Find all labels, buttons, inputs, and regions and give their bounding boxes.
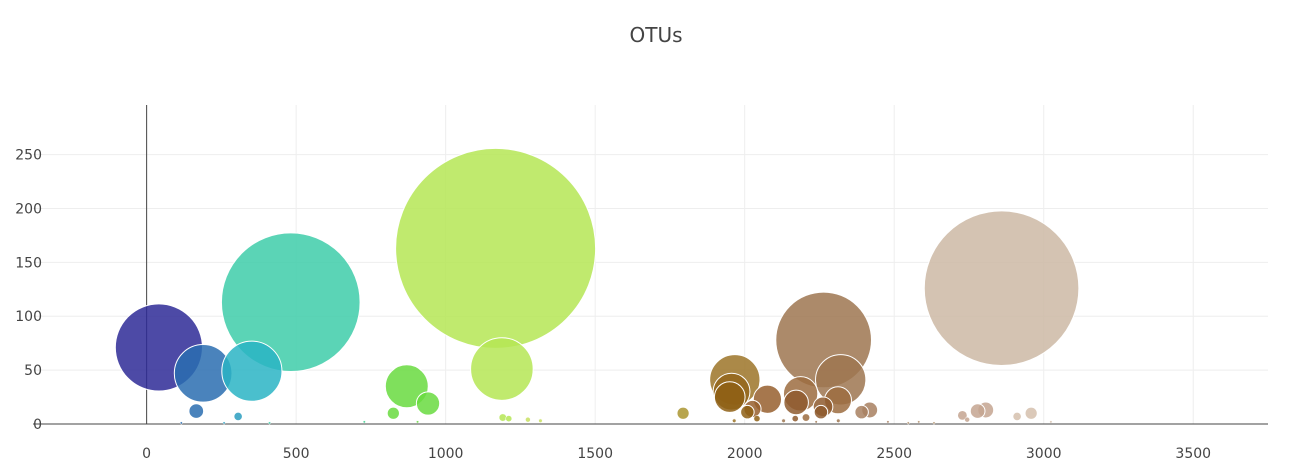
bubble-33[interactable] xyxy=(498,413,507,422)
bubble-35[interactable] xyxy=(505,415,513,422)
x-tick-labels: 0 500 1000 1500 2000 2500 3000 3500 xyxy=(142,446,1211,462)
bubble-51[interactable] xyxy=(222,421,226,425)
bubble-13[interactable] xyxy=(713,381,746,413)
bubble-47[interactable] xyxy=(814,420,818,424)
bubble-32[interactable] xyxy=(1012,411,1022,422)
bubble-49[interactable] xyxy=(362,420,366,424)
x-tick-label: 3500 xyxy=(1175,446,1211,462)
bubble-52[interactable] xyxy=(268,421,271,425)
y-tick-label: 0 xyxy=(33,417,42,433)
bubble-30[interactable] xyxy=(956,409,968,421)
bubble-29[interactable] xyxy=(386,406,400,420)
bubble-34[interactable] xyxy=(802,413,810,422)
bubble-37[interactable] xyxy=(753,415,761,422)
bubble-41[interactable] xyxy=(836,418,841,423)
bubble-4[interactable] xyxy=(923,210,1080,367)
bubble-28[interactable] xyxy=(1024,406,1038,420)
x-tick-label: 1500 xyxy=(577,446,613,462)
bubble-40[interactable] xyxy=(538,418,543,423)
y-tick-labels: 0 50 100 150 200 250 xyxy=(15,148,42,433)
bubble-17[interactable] xyxy=(415,391,441,416)
chart-title: OTUs xyxy=(629,23,682,47)
y-tick-label: 50 xyxy=(24,363,42,379)
bubble-16[interactable] xyxy=(783,389,809,416)
bubble-23[interactable] xyxy=(188,403,205,419)
bubble-50[interactable] xyxy=(179,421,183,425)
bubble-42[interactable] xyxy=(732,418,737,423)
bubble-7[interactable] xyxy=(384,364,429,409)
bubble-38[interactable] xyxy=(525,416,531,423)
bubble-48[interactable] xyxy=(1049,420,1053,424)
x-tick-label: 0 xyxy=(142,446,151,462)
bubble-8[interactable] xyxy=(470,337,534,401)
x-tick-label: 2000 xyxy=(727,446,763,462)
x-tick-label: 1000 xyxy=(428,446,464,462)
bubble-46[interactable] xyxy=(416,420,420,424)
bubble-44[interactable] xyxy=(886,420,890,424)
y-tick-label: 100 xyxy=(15,309,42,325)
bubble-27[interactable] xyxy=(676,406,690,420)
bubble-6[interactable] xyxy=(221,340,283,402)
bubble-26[interactable] xyxy=(740,404,755,420)
bubble-22[interactable] xyxy=(969,403,986,419)
y-tick-label: 150 xyxy=(15,255,42,271)
bubble-54[interactable] xyxy=(932,421,936,425)
bubble-36[interactable] xyxy=(791,415,799,422)
bubble-24[interactable] xyxy=(813,404,829,420)
bubble-39[interactable] xyxy=(964,416,970,423)
bubbles xyxy=(114,147,1080,425)
bubble-1[interactable] xyxy=(220,232,361,373)
bubble-45[interactable] xyxy=(917,420,921,424)
bubble-43[interactable] xyxy=(781,418,786,423)
x-tick-label: 2500 xyxy=(876,446,912,462)
bubble-31[interactable] xyxy=(233,411,243,422)
bubble-2[interactable] xyxy=(395,147,597,349)
x-tick-label: 3000 xyxy=(1026,446,1062,462)
bubble-53[interactable] xyxy=(906,421,910,425)
x-tick-label: 500 xyxy=(283,446,310,462)
y-tick-label: 200 xyxy=(15,201,42,217)
y-tick-label: 250 xyxy=(15,148,42,164)
bubble-25[interactable] xyxy=(854,404,869,420)
